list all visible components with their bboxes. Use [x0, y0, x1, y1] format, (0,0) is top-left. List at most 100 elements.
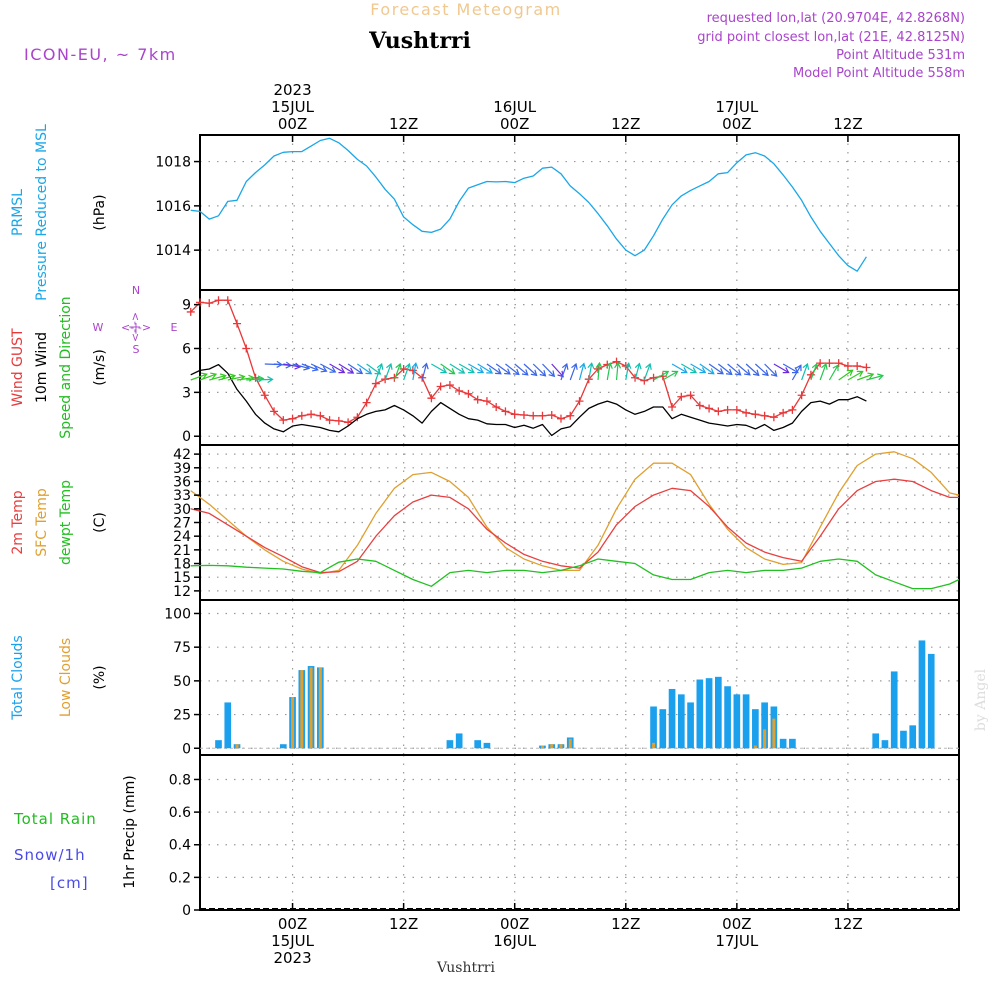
low-cloud-bar [652, 742, 656, 749]
gust-marker [742, 408, 751, 417]
time-label-bottom: 2023 [273, 949, 311, 967]
precip-legend-label: Snow/1h [14, 846, 86, 864]
panel-label-pressure: Pressure Reduced to MSL [34, 124, 50, 301]
wind-arrow-head [561, 362, 569, 370]
gust-marker [695, 401, 704, 410]
wind-arrow-head [877, 373, 884, 381]
wind-arrow [856, 373, 874, 381]
wind-arrow-head [832, 364, 839, 372]
gust-marker [501, 407, 510, 416]
wind-arrow-head [329, 366, 337, 373]
wind-arrow [449, 363, 465, 374]
wind-arrow [514, 363, 529, 376]
wind-arrow [606, 363, 611, 381]
time-label-top: 17JUL [715, 98, 758, 116]
wind-arrow-head [680, 367, 688, 374]
ytick-label-temperature: 36 [173, 474, 191, 490]
wind-arrow-head [614, 361, 622, 369]
wind-arrow [218, 375, 236, 381]
wind-arrow [745, 363, 760, 376]
total-cloud-bar [733, 694, 741, 749]
gust-marker [788, 405, 797, 414]
requested-coords: requested lon,lat (20.9704E, 42.8268N) [707, 11, 965, 26]
unit-label-wind: (m/s) [92, 349, 108, 386]
wind-arrow-head [294, 362, 302, 370]
wind-arrow [357, 363, 372, 375]
wind-arrow [727, 363, 742, 376]
time-label-top: 12Z [389, 115, 418, 133]
wind-arrow [625, 363, 630, 381]
wind-arrow [819, 363, 827, 381]
wind-arrow [347, 363, 363, 375]
wind-arrow [717, 363, 733, 375]
wind-arrow-head [579, 362, 587, 370]
time-label-top: 12Z [833, 115, 862, 133]
ytick-label-temperature: 24 [173, 529, 191, 545]
wind-arrow [0, 0, 913, 364]
gust-marker [362, 398, 371, 407]
wind-arrow [551, 363, 564, 378]
wind-arrow-head [477, 367, 485, 374]
wind-arrow [662, 370, 678, 381]
wind-arrow-head [210, 372, 218, 380]
wind-arrow-head [458, 367, 466, 374]
gust-marker [556, 414, 565, 423]
wind-arrow-head [795, 364, 802, 372]
gust-marker [649, 373, 658, 382]
wind-arrow-head [717, 368, 724, 375]
wind-arrow [440, 363, 455, 375]
wind-arrow [190, 373, 207, 381]
total-cloud-bar [900, 730, 907, 749]
footer-location: Vushtrri [436, 960, 495, 976]
wind-arrow [736, 363, 751, 376]
wind-arrow [801, 363, 809, 381]
gust-marker [723, 405, 732, 414]
total-cloud-bar [761, 702, 768, 749]
wind-arrow-head [867, 372, 875, 380]
wind-arrow-head [782, 367, 790, 374]
wind-arrow [458, 363, 475, 374]
panel-label-clouds: Total Clouds [10, 635, 26, 720]
wind-arrow [597, 363, 601, 381]
wind-arrow [301, 363, 318, 371]
panel-label-pressure: PRMSL [10, 189, 26, 236]
gust-marker [779, 408, 788, 417]
wind-arrow [384, 363, 392, 381]
point-altitude: Point Altitude 531m [836, 48, 965, 63]
wind-arrow [0, 0, 903, 364]
time-label-bottom: 00Z [500, 915, 529, 933]
gust-marker [640, 376, 649, 385]
wind-arrow-head [386, 362, 393, 370]
time-label-bottom: 12Z [611, 915, 640, 933]
wind-arrow-head [504, 368, 511, 375]
gust-marker [455, 386, 464, 395]
total-cloud-bar [279, 744, 287, 749]
wind-arrow-head [662, 370, 670, 377]
total-cloud-bar [779, 738, 787, 749]
gust-marker [825, 359, 834, 368]
total-cloud-bar [687, 702, 694, 749]
gust-marker [769, 413, 778, 422]
gust-marker [853, 362, 862, 371]
wind-arrow-head [734, 369, 742, 376]
wind-arrow-head [811, 362, 819, 370]
gust-marker [492, 402, 501, 411]
gust-marker [371, 379, 380, 388]
wind-arrow-head [347, 367, 355, 374]
low-cloud-bar [309, 667, 313, 749]
gust-marker [677, 392, 686, 401]
time-label-top: 15JUL [271, 98, 314, 116]
panel-label-wind: Wind GUST [10, 328, 26, 407]
total-cloud-bar [215, 740, 222, 749]
gust-marker [575, 397, 584, 406]
wind-arrow-head [200, 372, 208, 380]
panel-label-wind: Speed and Direction [58, 296, 74, 438]
gust-marker [279, 416, 288, 425]
total-cloud-bar [918, 640, 926, 749]
total-cloud-bar [890, 671, 898, 749]
wind-arrow-head [634, 362, 642, 370]
wind-arrow [0, 0, 876, 364]
gust-marker [843, 362, 852, 371]
